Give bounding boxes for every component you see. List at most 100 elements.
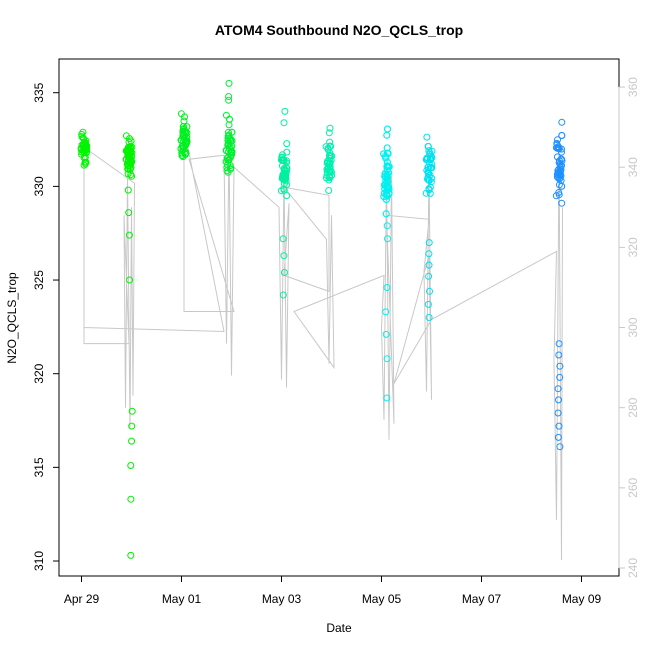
- data-point: [558, 199, 566, 207]
- data-point-outlier: [556, 373, 564, 381]
- y-tick-label: 315: [32, 457, 46, 477]
- y2-tick-label: 240: [626, 558, 640, 578]
- data-point: [122, 132, 130, 140]
- data-point: [555, 170, 563, 178]
- data-point: [555, 189, 563, 196]
- data-point: [78, 150, 85, 158]
- data-point: [385, 163, 393, 171]
- data-point: [424, 143, 432, 150]
- data-point-outlier: [554, 433, 562, 441]
- data-point: [555, 175, 563, 183]
- data-point: [179, 123, 187, 131]
- data-point-outlier: [425, 261, 433, 269]
- data-point: [382, 210, 390, 218]
- y-tick-label: 320: [32, 363, 46, 383]
- data-point: [383, 131, 391, 139]
- data-point: [553, 153, 561, 161]
- y-axis-label: N2O_QCLS_trop: [5, 272, 19, 364]
- data-point: [228, 128, 236, 136]
- data-point: [554, 143, 562, 151]
- y-tick-label: 330: [32, 176, 46, 196]
- data-point: [556, 160, 564, 168]
- x-tick-label: May 01: [162, 592, 202, 606]
- data-point-outlier: [425, 314, 433, 321]
- data-point: [78, 130, 86, 138]
- data-point: [326, 124, 334, 132]
- data-point: [277, 187, 285, 195]
- data-point: [283, 157, 290, 165]
- data-point: [426, 189, 434, 197]
- data-point: [124, 170, 132, 178]
- altitude-trace-line: [83, 127, 563, 561]
- data-point-outlier: [425, 272, 433, 280]
- data-point-outlier: [281, 107, 289, 115]
- data-point: [124, 165, 132, 173]
- data-point-outlier: [425, 250, 433, 258]
- data-point-outlier: [382, 330, 390, 338]
- data-point: [380, 150, 388, 158]
- y-tick-label: 325: [32, 270, 46, 290]
- data-point-outlier: [125, 209, 133, 217]
- x-tick-label: May 05: [362, 592, 402, 606]
- data-point: [127, 160, 134, 168]
- data-point-outlier: [280, 269, 288, 276]
- data-point-outlier: [555, 340, 563, 348]
- data-point: [322, 143, 330, 151]
- data-point: [558, 132, 566, 139]
- y-tick-label: 335: [32, 82, 46, 102]
- data-point-outlier: [124, 186, 132, 194]
- data-point: [325, 173, 333, 181]
- data-point: [80, 161, 88, 169]
- data-point: [557, 172, 565, 180]
- data-point: [80, 135, 88, 143]
- y2-tick-label: 340: [626, 157, 640, 177]
- data-point-outlier: [382, 308, 390, 316]
- n2o-points-layer: [77, 79, 566, 559]
- data-point: [326, 160, 334, 168]
- data-point: [383, 158, 391, 166]
- data-point: [384, 174, 391, 182]
- data-point-outlier: [383, 222, 391, 230]
- data-point: [327, 156, 335, 164]
- data-point: [425, 186, 433, 194]
- data-point-outlier: [225, 96, 233, 104]
- data-point: [558, 118, 566, 126]
- data-point: [224, 132, 232, 140]
- data-point-outlier: [128, 422, 136, 430]
- data-point: [228, 137, 236, 145]
- data-point-outlier: [128, 437, 136, 445]
- data-point: [424, 176, 432, 184]
- x-tick-label: May 09: [562, 592, 602, 606]
- data-point-outlier: [384, 235, 391, 243]
- data-point: [554, 136, 561, 144]
- data-point-outlier: [383, 394, 391, 402]
- data-point-outlier: [556, 362, 564, 370]
- data-point: [279, 171, 287, 179]
- data-point: [280, 186, 288, 194]
- data-point: [178, 152, 186, 159]
- data-point-outlier: [426, 287, 433, 295]
- data-point: [557, 155, 565, 163]
- data-point: [224, 161, 232, 169]
- data-point: [81, 158, 89, 166]
- data-point: [381, 185, 389, 193]
- data-point: [326, 149, 334, 157]
- data-point-outlier: [424, 300, 432, 308]
- data-point: [424, 154, 432, 162]
- data-point-outlier: [554, 385, 562, 393]
- data-point: [385, 185, 393, 193]
- data-point: [424, 175, 431, 183]
- data-point: [177, 136, 185, 144]
- data-point: [224, 128, 232, 136]
- data-point-outlier: [127, 495, 135, 503]
- data-point: [383, 170, 391, 178]
- data-point: [279, 156, 286, 164]
- x-axis: Apr 29 May 01 May 03 May 05 May 07 May 09: [64, 575, 602, 606]
- data-point-outlier: [555, 422, 563, 430]
- data-point: [177, 110, 185, 118]
- data-point: [326, 138, 334, 146]
- data-point: [383, 191, 391, 199]
- data-point: [423, 133, 431, 141]
